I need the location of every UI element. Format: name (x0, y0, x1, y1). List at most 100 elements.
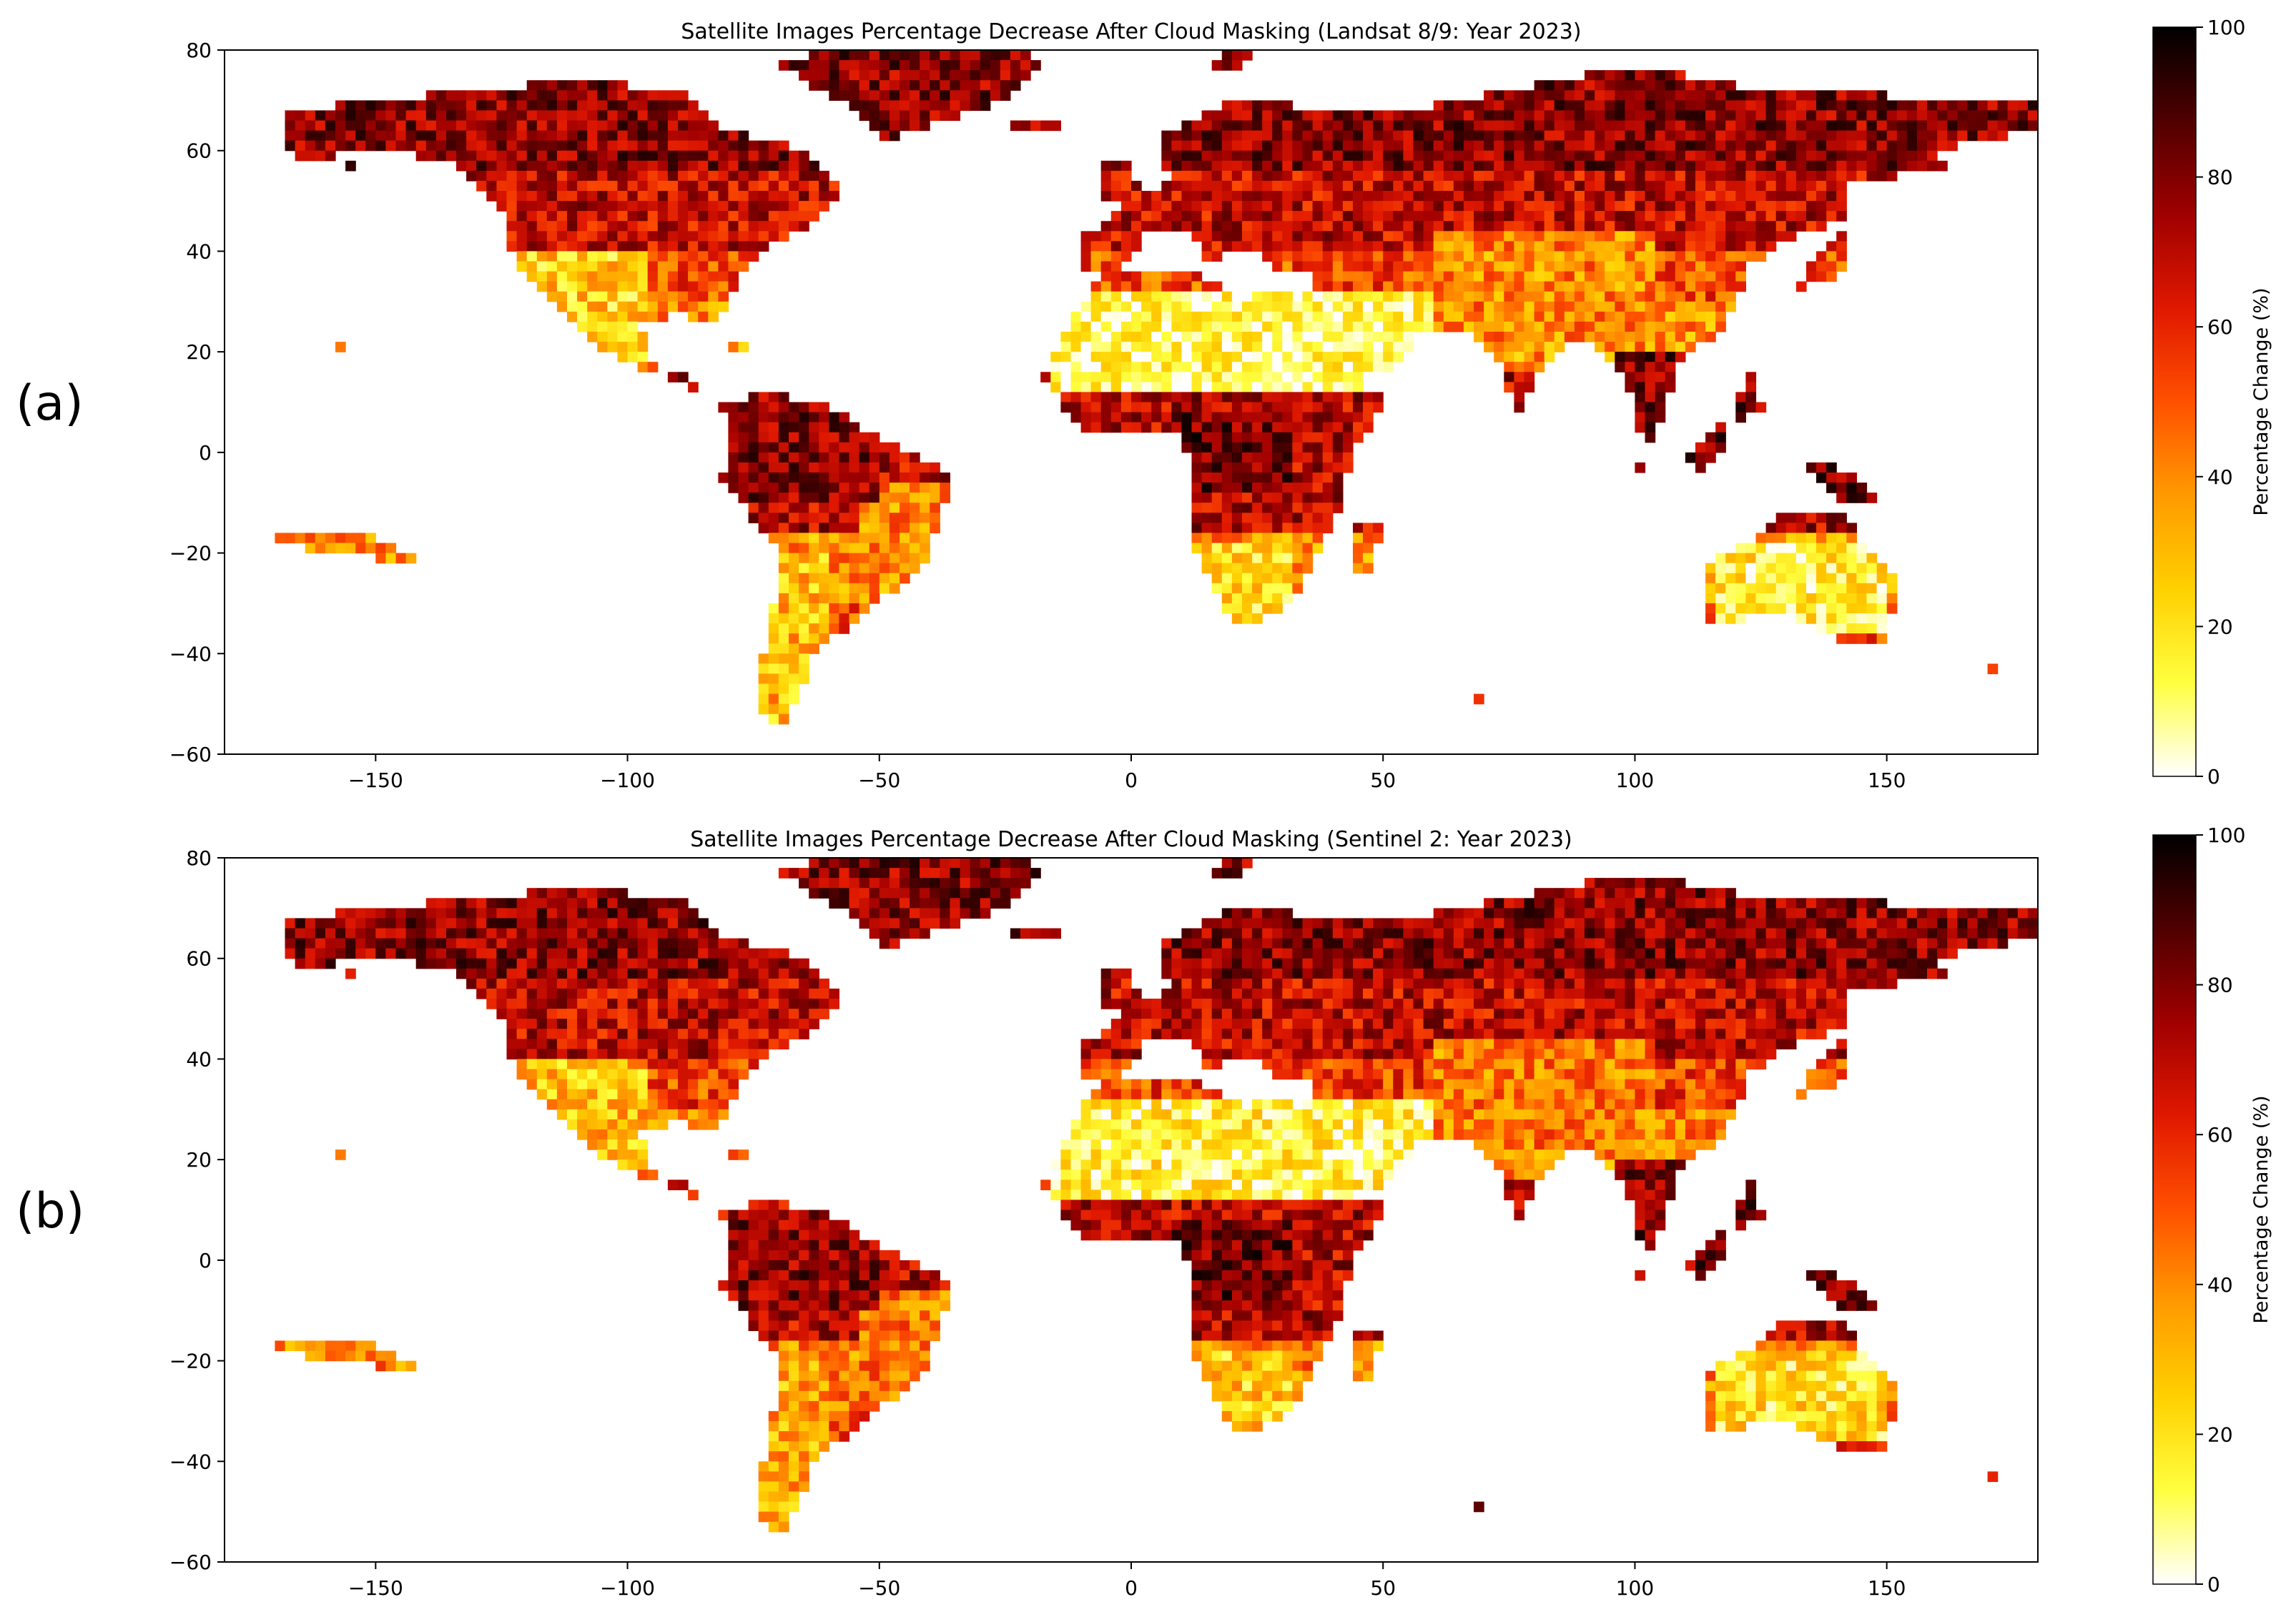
heatmap-cell (768, 462, 779, 473)
heatmap-cell (879, 908, 890, 919)
heatmap-cell (910, 513, 920, 523)
heatmap-cell (1695, 462, 1706, 473)
heatmap-cell (1463, 241, 1474, 252)
heatmap-cell (1302, 160, 1314, 172)
heatmap-cell (1876, 623, 1888, 634)
heatmap-cell (1302, 473, 1314, 483)
heatmap-cell (819, 523, 829, 534)
heatmap-cell (1785, 593, 1797, 604)
heatmap-cell (1886, 928, 1898, 939)
heatmap-cell (1795, 201, 1807, 212)
heatmap-cell (708, 251, 719, 262)
heatmap-cell (1252, 503, 1263, 513)
heatmap-cell (1292, 150, 1304, 162)
heatmap-cell (1221, 593, 1233, 604)
heatmap-cell (1100, 372, 1112, 382)
heatmap-cell (466, 140, 477, 152)
heatmap-cell (1977, 938, 1989, 949)
heatmap-cell (1484, 100, 1494, 112)
heatmap-cell (1272, 180, 1283, 192)
heatmap-cell (1645, 90, 1656, 101)
heatmap-cell (345, 908, 356, 919)
heatmap-cell (748, 231, 759, 242)
heatmap-cell (1725, 603, 1736, 614)
heatmap-cell (577, 291, 588, 302)
heatmap-cell (546, 958, 558, 969)
heatmap-cell (889, 553, 900, 564)
heatmap-cell (526, 958, 538, 969)
heatmap-cell (1272, 301, 1283, 312)
heatmap-cell (1765, 523, 1777, 534)
heatmap-cell (1383, 140, 1394, 152)
heatmap-cell (1494, 938, 1504, 949)
heatmap-cell (597, 908, 608, 919)
heatmap-cell (1625, 898, 1636, 909)
heatmap-cell (1272, 503, 1283, 513)
heatmap-cell (1433, 241, 1444, 252)
heatmap-cell (375, 918, 386, 929)
heatmap-cell (950, 858, 961, 869)
heatmap-cell (1605, 100, 1615, 112)
heatmap-cell (607, 191, 619, 202)
heatmap-cell (1927, 928, 1938, 939)
heatmap-cell (839, 523, 850, 534)
heatmap-cell (1463, 291, 1474, 302)
heatmap-cell (1826, 563, 1837, 574)
heatmap-cell (1534, 342, 1545, 352)
heatmap-cell (1282, 332, 1293, 342)
heatmap-cell (1494, 211, 1504, 222)
heatmap-cell (1342, 402, 1354, 413)
heatmap-cell (667, 241, 679, 252)
heatmap-cell (698, 201, 709, 212)
heatmap-cell (819, 422, 829, 433)
heatmap-cell (708, 958, 719, 969)
heatmap-cell (1242, 918, 1253, 929)
heatmap-cell (1705, 130, 1716, 142)
heatmap-cell (1191, 493, 1203, 503)
heatmap-cell (607, 938, 619, 949)
heatmap-cell (980, 878, 991, 889)
heatmap-cell (1292, 493, 1304, 503)
heatmap-cell (325, 150, 336, 162)
heatmap-cell (1524, 140, 1535, 152)
heatmap-cell (1181, 191, 1193, 202)
heatmap-cell (778, 693, 789, 705)
heatmap-cell (1433, 938, 1444, 949)
heatmap-cell (1282, 362, 1293, 372)
heatmap-cell (1836, 473, 1847, 483)
heatmap-cell (738, 170, 749, 182)
heatmap-cell (1383, 342, 1394, 352)
heatmap-cell (1312, 130, 1324, 142)
heatmap-cell (1292, 180, 1304, 192)
heatmap-cell (1715, 603, 1726, 614)
heatmap-cell (1514, 271, 1525, 282)
heatmap-cell (748, 191, 759, 202)
heatmap-cell (1322, 342, 1334, 352)
heatmap-cell (879, 898, 890, 909)
heatmap-cell (315, 533, 326, 544)
heatmap-cell (1201, 402, 1213, 413)
heatmap-cell (1665, 332, 1676, 342)
heatmap-cell (295, 958, 306, 969)
heatmap-cell (1715, 130, 1726, 142)
heatmap-cell (1554, 261, 1565, 272)
heatmap-cell (1363, 211, 1374, 222)
heatmap-cell (1675, 928, 1686, 939)
heatmap-cell (1585, 191, 1595, 202)
heatmap-cell (1363, 402, 1374, 413)
heatmap-cell (1705, 160, 1716, 172)
heatmap-cell (1453, 160, 1464, 172)
heatmap-cell (1705, 231, 1716, 242)
heatmap-cell (506, 908, 518, 919)
heatmap-cell (1262, 473, 1273, 483)
heatmap-cell (849, 483, 860, 493)
heatmap-cell (688, 908, 699, 919)
heatmap-cell (1433, 160, 1444, 172)
heatmap-cell (1836, 201, 1847, 212)
heatmap-cell (466, 120, 477, 132)
heatmap-cell (1010, 80, 1021, 91)
heatmap-cell (718, 170, 729, 182)
heatmap-cell (1342, 110, 1354, 122)
heatmap-cell (486, 908, 497, 919)
heatmap-cell (1635, 402, 1646, 413)
